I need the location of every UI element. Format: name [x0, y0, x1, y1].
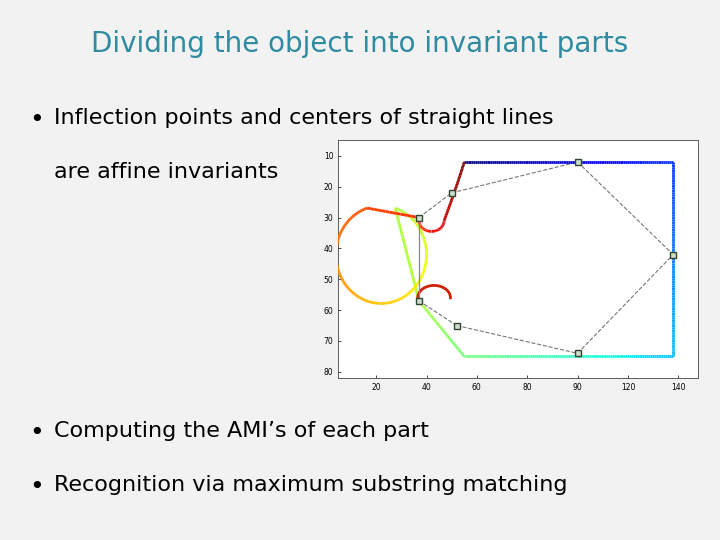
- Text: •: •: [29, 475, 43, 499]
- Text: Inflection points and centers of straight lines: Inflection points and centers of straigh…: [54, 108, 554, 128]
- Text: Recognition via maximum substring matching: Recognition via maximum substring matchi…: [54, 475, 567, 495]
- Text: •: •: [29, 421, 43, 445]
- Text: Computing the AMI’s of each part: Computing the AMI’s of each part: [54, 421, 429, 441]
- Text: •: •: [29, 108, 43, 132]
- Text: Dividing the object into invariant parts: Dividing the object into invariant parts: [91, 30, 629, 58]
- Text: are affine invariants: are affine invariants: [54, 162, 279, 182]
